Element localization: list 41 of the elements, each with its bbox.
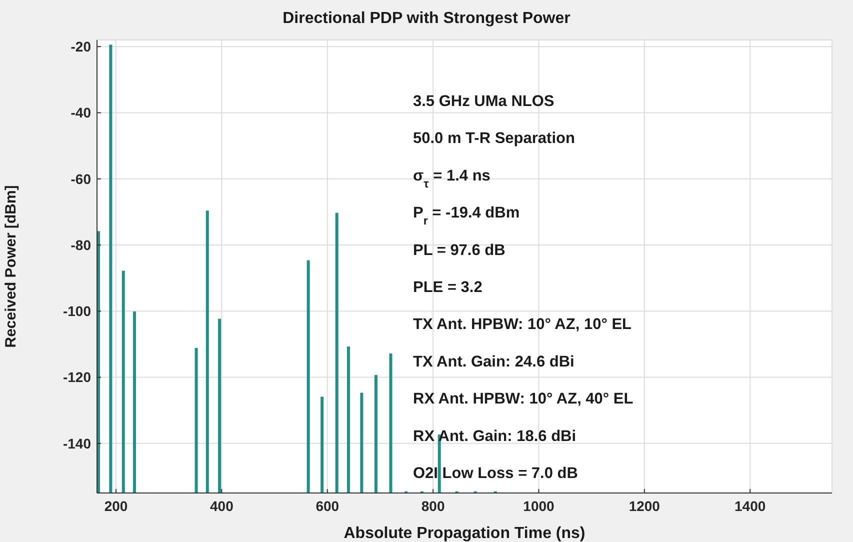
bar <box>306 260 310 493</box>
x-tick-label: 800 <box>421 498 445 514</box>
x-tick-label: 400 <box>210 498 234 514</box>
x-tick-label: 1200 <box>628 498 660 514</box>
x-tick-label: 200 <box>104 498 128 514</box>
y-tick-label: -140 <box>62 435 92 452</box>
annotation: 3.5 GHz UMa NLOS <box>413 93 554 110</box>
x-tick-label: 1000 <box>523 498 555 514</box>
bar <box>389 353 392 493</box>
annotation: O2I Low Loss = 7.0 dB <box>413 465 578 482</box>
annotation: TX Ant. HPBW: 10° AZ, 10° EL <box>413 316 632 334</box>
bar <box>218 318 222 493</box>
annotation: PLE = 3.2 <box>413 279 482 296</box>
annotation: P$_{r}$ = -19.4 dBm <box>413 204 520 228</box>
annotation: 50.0 m T-R Separation <box>413 130 575 148</box>
bar <box>109 44 112 493</box>
y-tick-label: -20 <box>70 38 92 55</box>
bar <box>360 392 364 493</box>
x-axis-title: Absolute Propagation Time (ns) <box>344 525 586 542</box>
y-tick-label: -120 <box>62 369 92 386</box>
bar <box>194 348 198 493</box>
annotation: TX Ant. Gain: 24.6 dBi <box>413 353 574 370</box>
bar <box>346 346 350 493</box>
y-axis-title: Received Power [dBm] <box>2 185 20 348</box>
y-tick-label: -100 <box>62 303 92 320</box>
y-tick-label: -60 <box>70 170 92 187</box>
y-tick-label: -40 <box>70 104 92 121</box>
x-tick-label: 600 <box>316 498 340 514</box>
bar <box>132 311 136 493</box>
bar <box>206 210 209 493</box>
bar <box>374 374 378 493</box>
bar <box>122 270 125 493</box>
annotation: RX Ant. HPBW: 10° AZ, 40° EL <box>413 390 634 408</box>
bar <box>335 212 338 493</box>
annotation: PL = 97.6 dB <box>413 242 506 259</box>
chart-title: Directional PDP with Strongest Power <box>282 10 572 28</box>
x-tick-label: 1400 <box>734 498 766 514</box>
y-tick-label: -80 <box>70 236 92 253</box>
annotation: RX Ant. Gain: 18.6 dBi <box>413 428 576 445</box>
annotation: σ$_{τ}$ = 1.4 ns <box>413 167 490 190</box>
bar <box>320 396 324 493</box>
